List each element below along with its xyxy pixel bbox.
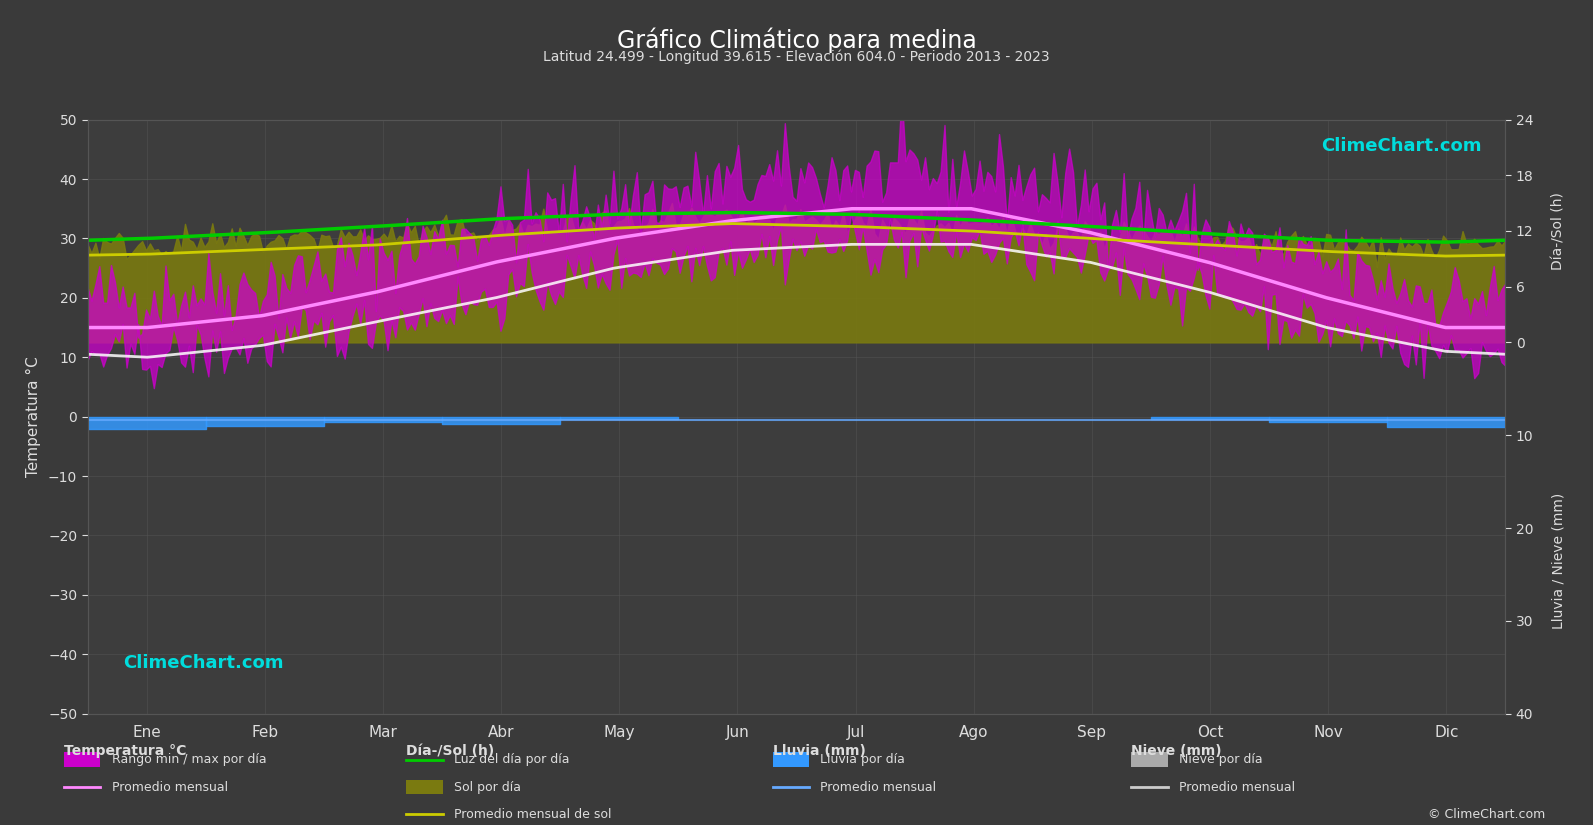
Text: Latitud 24.499 - Longitud 39.615 - Elevación 604.0 - Periodo 2013 - 2023: Latitud 24.499 - Longitud 39.615 - Eleva… bbox=[543, 50, 1050, 64]
Text: © ClimeChart.com: © ClimeChart.com bbox=[1427, 808, 1545, 821]
Text: Rango min / max por día: Rango min / max por día bbox=[112, 753, 266, 766]
Text: Lluvia por día: Lluvia por día bbox=[820, 753, 905, 766]
Text: ClimeChart.com: ClimeChart.com bbox=[123, 654, 284, 672]
Text: Luz del día por día: Luz del día por día bbox=[454, 753, 570, 766]
Text: Promedio mensual: Promedio mensual bbox=[820, 780, 937, 794]
Text: ClimeChart.com: ClimeChart.com bbox=[1321, 138, 1481, 155]
Y-axis label: Temperatura °C: Temperatura °C bbox=[25, 356, 41, 477]
Text: Nieve (mm): Nieve (mm) bbox=[1131, 744, 1222, 758]
Text: Promedio mensual: Promedio mensual bbox=[112, 780, 228, 794]
Text: Temperatura °C: Temperatura °C bbox=[64, 744, 186, 758]
Text: Nieve por día: Nieve por día bbox=[1179, 753, 1262, 766]
Text: Lluvia / Nieve (mm): Lluvia / Nieve (mm) bbox=[1552, 493, 1566, 629]
Text: Día-/Sol (h): Día-/Sol (h) bbox=[406, 744, 494, 758]
Text: Gráfico Climático para medina: Gráfico Climático para medina bbox=[616, 27, 977, 53]
Text: Promedio mensual: Promedio mensual bbox=[1179, 780, 1295, 794]
Text: Sol por día: Sol por día bbox=[454, 780, 521, 794]
Text: Día-/Sol (h): Día-/Sol (h) bbox=[1552, 192, 1566, 270]
Text: Lluvia (mm): Lluvia (mm) bbox=[773, 744, 865, 758]
Text: Promedio mensual de sol: Promedio mensual de sol bbox=[454, 808, 612, 821]
